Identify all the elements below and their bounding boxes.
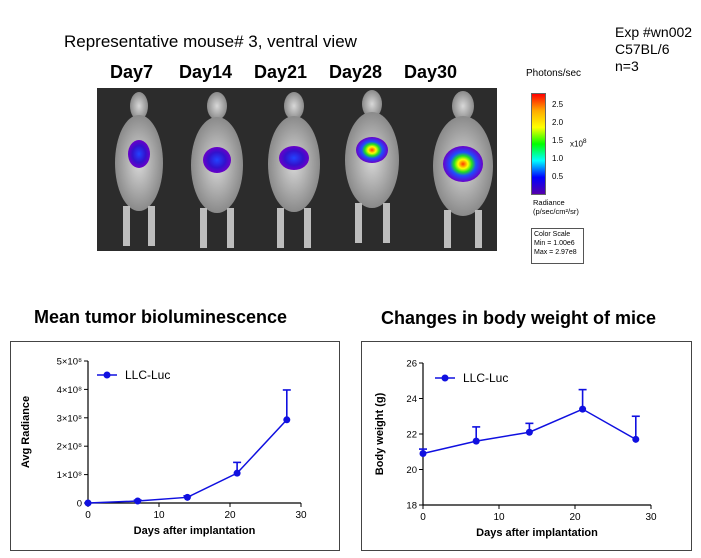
tumor-signal — [356, 137, 388, 163]
mouse-day28 — [345, 90, 399, 243]
legend-label: LLC-Luc — [125, 368, 170, 382]
mouse-day7 — [115, 92, 163, 246]
sample-size: n=3 — [615, 58, 639, 74]
experiment-id: Exp #wn002 — [615, 24, 693, 40]
body-weight-chart: 0 10 20 30 18 20 22 24 26 Days after implantation… — [374, 359, 657, 540]
x-axis-label: Days after implantation — [134, 525, 256, 537]
x-tick-label: 10 — [153, 510, 165, 521]
mouse-images — [115, 90, 493, 248]
bioluminescence-image — [97, 88, 497, 251]
x-tick-label: 30 — [295, 510, 307, 521]
radiance-label: Radiance (p/sec/cm²/sr) — [533, 198, 579, 216]
y-tick-label: 22 — [406, 430, 417, 441]
y-tick-label: 4×10⁸ — [57, 385, 82, 396]
figure-subtitle: Representative mouse# 3, ventral view — [64, 32, 357, 51]
color-scale-box: Color Scale Min = 1.00e6 Max = 2.97e8 — [531, 228, 584, 264]
legend-marker — [103, 371, 111, 379]
experiment-info: Exp #wn002 C57BL/6 n=3 — [615, 24, 692, 75]
x-tick-label: 10 — [493, 512, 505, 523]
colorbar-tick: 2.0 — [552, 118, 564, 127]
y-tick-label: 26 — [406, 359, 417, 370]
colorbar-tick: 1.0 — [552, 154, 564, 163]
tumor-signal — [279, 146, 309, 170]
bioluminescence-chart-frame: 0 10 20 30 0 1×10⁸ 2×10⁸ 3×10⁸ 4×10⁸ 5×10⁸ Days af… — [10, 341, 340, 551]
chart-title-body-weight: Changes in body weight of mice — [381, 308, 657, 328]
colorbar-tick: 1.5 — [552, 136, 564, 145]
data-point — [525, 428, 533, 436]
data-point — [84, 499, 92, 507]
day-label: Day30 — [404, 62, 458, 82]
data-point — [579, 405, 587, 413]
data-point — [632, 435, 640, 443]
y-tick-label: 3×10⁸ — [57, 413, 82, 424]
mouse-day21 — [268, 92, 320, 248]
y-tick-label: 5×10⁸ — [57, 357, 82, 368]
y-tick-label: 18 — [406, 501, 417, 512]
colorbar-tick: 0.5 — [552, 172, 564, 181]
series-line — [87, 419, 288, 504]
legend-marker — [441, 374, 449, 382]
y-tick-label: 24 — [406, 394, 417, 405]
data-point — [472, 437, 480, 445]
colorbar — [531, 93, 546, 195]
day-label: Day7 — [110, 62, 154, 82]
y-axis-label: Avg Radiance — [20, 396, 32, 468]
colorbar-title: Photons/sec — [526, 68, 582, 79]
bioluminescence-chart: 0 10 20 30 0 1×10⁸ 2×10⁸ 3×10⁸ 4×10⁸ 5×10⁸ Days af… — [20, 357, 307, 538]
body-weight-chart-frame: 0 10 20 30 18 20 22 24 26 Days after implantation… — [361, 341, 692, 551]
colorbar-tick: 2.5 — [552, 100, 564, 109]
data-point — [134, 497, 142, 505]
tumor-signal — [203, 147, 231, 173]
x-axis-label: Days after implantation — [476, 527, 598, 539]
legend-label: LLC-Luc — [463, 371, 508, 385]
y-tick-label: 20 — [406, 465, 417, 476]
tumor-signal — [128, 140, 150, 168]
day-label: Day14 — [179, 62, 233, 82]
day-label: Day21 — [254, 62, 308, 82]
x-tick-label: 0 — [85, 510, 91, 521]
tumor-signal — [443, 146, 483, 182]
data-point — [283, 416, 291, 424]
x-tick-label: 30 — [645, 512, 657, 523]
mouse-strain: C57BL/6 — [615, 41, 670, 57]
x-tick-label: 20 — [569, 512, 581, 523]
colorbar-multiplier: x108 — [570, 138, 587, 149]
mouse-day14 — [191, 92, 243, 248]
day-label: Day28 — [329, 62, 383, 82]
y-tick-label: 0 — [77, 499, 82, 510]
x-tick-label: 20 — [224, 510, 236, 521]
x-tick-label: 0 — [420, 512, 426, 523]
data-point — [419, 450, 427, 458]
data-point — [183, 493, 191, 501]
y-axis-label: Body weight (g) — [374, 392, 386, 475]
y-tick-label: 1×10⁸ — [57, 470, 82, 481]
mouse-day30 — [433, 91, 493, 248]
y-tick-label: 2×10⁸ — [57, 442, 82, 453]
data-point — [233, 469, 241, 477]
chart-title-bioluminescence: Mean tumor bioluminescence — [34, 307, 288, 327]
